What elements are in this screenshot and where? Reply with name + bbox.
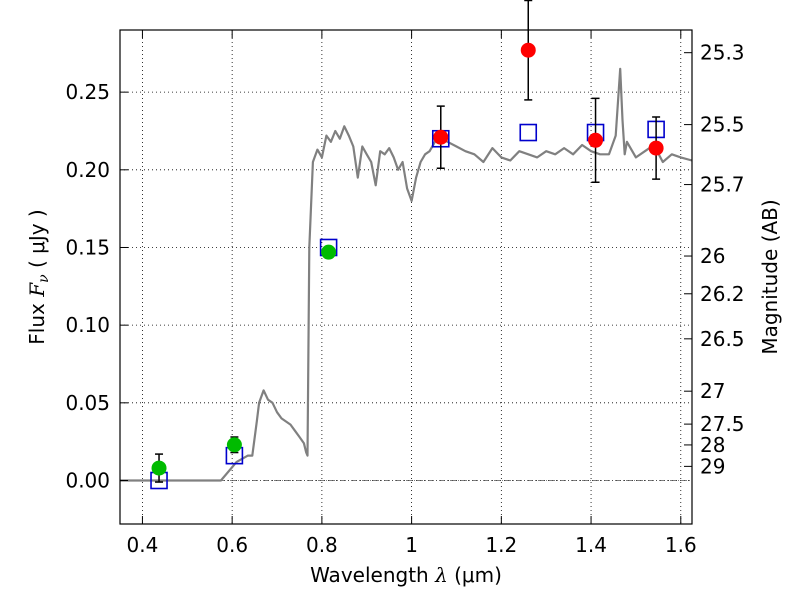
observed-point (151, 460, 167, 476)
x-tick-label: 0.8 (306, 533, 338, 557)
mag-tick-label: 25.3 (700, 41, 745, 65)
y-tick-label: 0.15 (65, 235, 110, 259)
y-tick-label: 0.05 (65, 391, 110, 415)
x-tick-label: 0.4 (127, 533, 159, 557)
mag-tick-label: 27.5 (700, 412, 745, 436)
mag-tick-label: 26.2 (700, 282, 745, 306)
observed-point (520, 42, 536, 58)
tick-marks (120, 30, 692, 524)
observed-point (226, 437, 242, 453)
model-spectrum-line (120, 67, 693, 482)
mag-tick-label: 29 (700, 454, 725, 478)
observed-point (321, 244, 337, 260)
y-tick-label: 0.25 (65, 80, 110, 104)
data-marks (120, 0, 693, 490)
grid (120, 30, 692, 524)
mag-tick-label: 26.5 (700, 327, 745, 351)
x-tick-label: 1 (405, 533, 418, 557)
x-tick-label: 0.6 (216, 533, 248, 557)
tick-labels: 0.4 0.6 0.8 1 1.2 1.4 1.6 0.00 0.05 0.10 0.15 0.20 0… (65, 41, 744, 557)
y-tick-label: 0.20 (65, 158, 110, 182)
model-photometry-square (519, 123, 538, 142)
y-tick-label: 0.00 (65, 469, 110, 493)
mag-tick-label: 25.7 (700, 173, 745, 197)
mag-tick-label: 25.5 (700, 113, 745, 137)
observed-point (433, 129, 449, 145)
mag-tick-label: 27 (700, 379, 725, 403)
observed-point (588, 132, 604, 148)
x-axis-label: Wavelength λ (μm) (310, 563, 502, 587)
y-tick-label: 0.10 (65, 313, 110, 337)
observed-point (648, 140, 664, 156)
x-tick-label: 1.6 (665, 533, 697, 557)
x-tick-label: 1.4 (575, 533, 607, 557)
y2-axis-label: Magnitude (AB) (758, 199, 782, 354)
mag-tick-label: 26 (700, 244, 725, 268)
y-axis-label: Flux Fν ( μJy ) (25, 209, 52, 344)
x-tick-label: 1.2 (485, 533, 517, 557)
mag-tick-label: 28 (700, 433, 725, 457)
plot-frame (119, 29, 693, 525)
